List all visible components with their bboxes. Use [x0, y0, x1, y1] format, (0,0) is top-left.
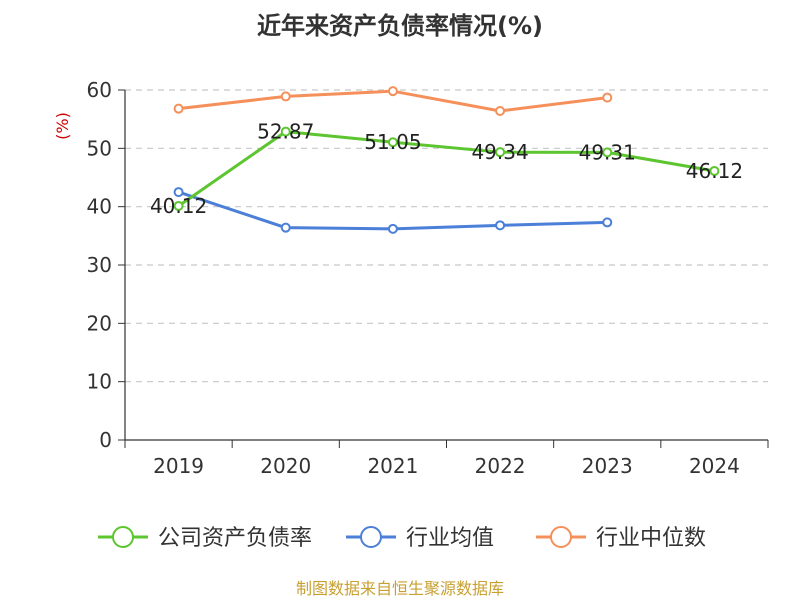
x-tick-label: 2024: [689, 454, 740, 478]
y-tick-label: 60: [87, 78, 112, 102]
data-source-note: 制图数据来自恒生聚源数据库: [296, 579, 504, 598]
data-point[interactable]: [495, 147, 506, 158]
axes: 0 10 20 30 40 50 60 2019 2020 2021 2022 2023 2024: [87, 78, 769, 478]
y-tick-label: 40: [87, 195, 112, 219]
legend-label: 行业中位数: [596, 526, 706, 551]
data-point[interactable]: [280, 222, 291, 233]
y-tick-label: 0: [99, 428, 112, 452]
data-point[interactable]: [280, 91, 291, 102]
legend-marker: [360, 526, 382, 548]
legend-item[interactable]: 行业均值: [346, 526, 494, 551]
y-axis-label: (%): [53, 112, 72, 140]
y-tick-label: 10: [87, 370, 112, 394]
x-tick-label: 2020: [260, 454, 311, 478]
data-point[interactable]: [602, 92, 613, 103]
data-point[interactable]: [495, 220, 506, 231]
data-label: 40.12: [150, 194, 207, 218]
data-point[interactable]: [387, 223, 398, 234]
data-point[interactable]: [387, 137, 398, 148]
data-point[interactable]: [173, 200, 184, 211]
data-point[interactable]: [173, 187, 184, 198]
legend: 公司资产负债率 行业均值 行业中位数: [98, 526, 706, 551]
series-line: [177, 130, 715, 208]
data-point[interactable]: [602, 217, 613, 228]
legend-marker: [112, 526, 134, 548]
legend-marker: [550, 526, 572, 548]
legend-label: 公司资产负债率: [158, 526, 312, 551]
data-label: 46.12: [686, 159, 743, 183]
series-0: [173, 126, 720, 211]
chart-title: 近年来资产负债率情况(%): [257, 12, 543, 40]
grid-lines: [125, 89, 768, 383]
legend-item[interactable]: 公司资产负债率: [98, 526, 312, 551]
data-point[interactable]: [280, 126, 291, 137]
data-label: 49.34: [471, 140, 528, 164]
series-line: [178, 190, 608, 231]
x-tick-label: 2019: [153, 454, 204, 478]
data-labels: 40.12 52.87 51.05 49.34 49.31 46.12: [150, 120, 743, 218]
x-tick-label: 2022: [475, 454, 526, 478]
series-1: [173, 187, 613, 234]
y-tick-label: 20: [87, 311, 112, 335]
legend-label: 行业均值: [406, 526, 494, 551]
series-2: [173, 86, 613, 116]
data-label: 49.31: [579, 140, 636, 164]
data-point[interactable]: [709, 165, 720, 176]
data-point[interactable]: [602, 147, 613, 158]
data-point[interactable]: [495, 106, 506, 116]
data-point[interactable]: [173, 103, 184, 114]
y-tick-label: 50: [87, 136, 112, 160]
series-lines: [173, 86, 720, 234]
x-tick-label: 2023: [582, 454, 633, 478]
y-tick-label: 30: [87, 253, 112, 277]
data-label: 51.05: [364, 130, 421, 154]
legend-item[interactable]: 行业中位数: [536, 526, 706, 551]
data-label: 52.87: [257, 120, 314, 144]
data-point[interactable]: [387, 86, 398, 97]
x-tick-label: 2021: [367, 454, 418, 478]
